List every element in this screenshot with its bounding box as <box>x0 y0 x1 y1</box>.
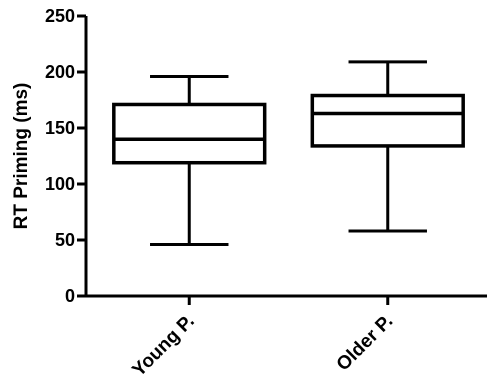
box-1 <box>112 74 267 246</box>
y-tick-label: 250 <box>45 6 75 26</box>
y-tick-label: 50 <box>55 230 75 250</box>
y-tick-label: 150 <box>45 118 75 138</box>
iqr-box <box>112 102 267 165</box>
y-axis-label: RT Priming (ms) <box>11 83 32 230</box>
iqr-box <box>310 93 465 148</box>
boxes <box>112 60 465 246</box>
y-tick-label: 100 <box>45 174 75 194</box>
y-tick-label: 200 <box>45 62 75 82</box>
x-axis: Young P. Older P. <box>86 294 487 381</box>
box-2 <box>310 60 465 233</box>
y-axis: 0 50 100 150 200 250 <box>45 6 88 306</box>
y-tick-label: 0 <box>65 286 75 306</box>
x-tick-label: Older P. <box>333 311 398 376</box>
x-tick-label: Young P. <box>128 311 198 381</box>
